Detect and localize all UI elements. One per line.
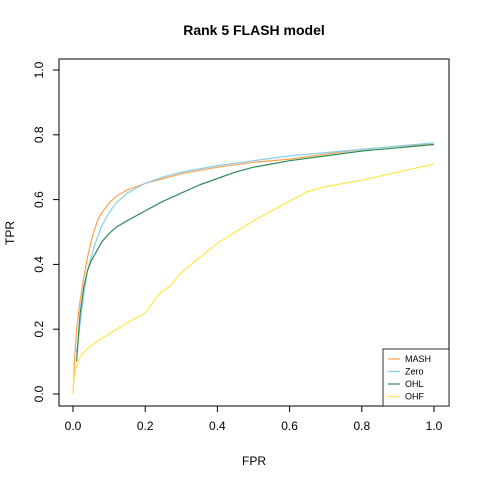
legend-label-mash: MASH xyxy=(405,354,431,364)
x-tick-label: 0.0 xyxy=(65,419,82,433)
chart-title: Rank 5 FLASH model xyxy=(183,22,325,38)
x-tick-label: 0.8 xyxy=(353,419,370,433)
y-tick-label: 0.0 xyxy=(32,385,46,402)
x-axis-label: FPR xyxy=(242,454,266,468)
x-tick-label: 1.0 xyxy=(426,419,443,433)
y-tick-label: 0.2 xyxy=(32,321,46,338)
y-tick-label: 0.4 xyxy=(32,256,46,273)
legend-label-zero: Zero xyxy=(405,367,424,377)
y-tick-label: 1.0 xyxy=(32,61,46,78)
legend-label-ohf: OHF xyxy=(405,392,425,402)
series-lines xyxy=(72,142,435,395)
series-line-zero xyxy=(76,142,435,352)
y-tick-label: 0.8 xyxy=(32,126,46,143)
x-tick-label: 0.2 xyxy=(137,419,154,433)
legend-label-ohl: OHL xyxy=(405,379,424,389)
series-line-mash xyxy=(72,143,435,395)
y-axis-label: TPR xyxy=(3,221,17,245)
y-axis: 0.0 0.2 0.4 0.6 0.8 1.0 xyxy=(32,61,59,402)
y-tick-label: 0.6 xyxy=(32,191,46,208)
series-line-ohf xyxy=(72,163,435,395)
plot-frame xyxy=(58,58,450,407)
series-line-ohl xyxy=(76,143,435,362)
x-axis: 0.0 0.2 0.4 0.6 0.8 1.0 xyxy=(65,406,443,433)
x-tick-label: 0.4 xyxy=(209,419,226,433)
x-tick-label: 0.6 xyxy=(281,419,298,433)
legend: MASH Zero OHL OHF xyxy=(382,348,450,407)
